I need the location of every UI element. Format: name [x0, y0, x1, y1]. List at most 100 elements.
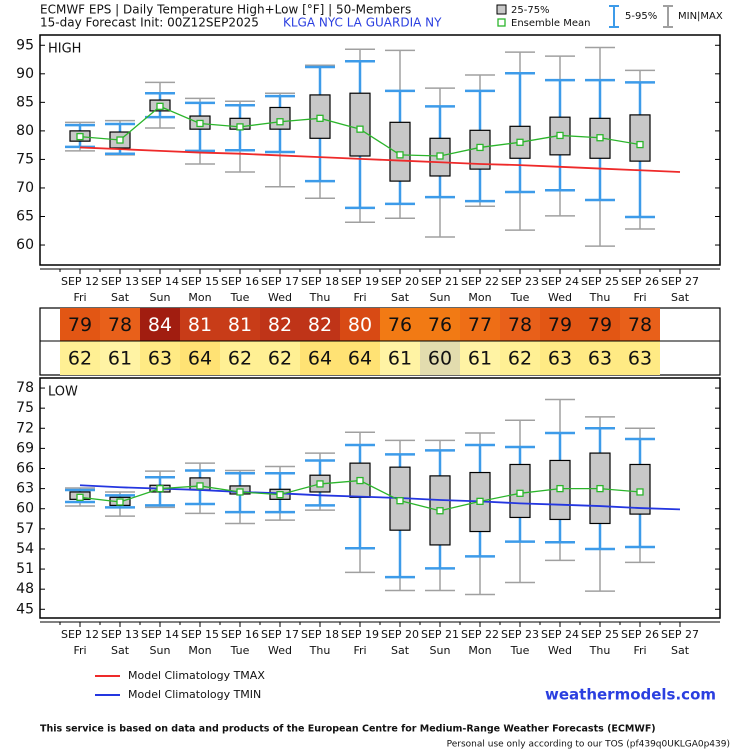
table-value: 62 — [268, 348, 292, 370]
x-weekday-label: Sun — [150, 291, 171, 304]
table-cell — [500, 308, 540, 341]
legend-label: 25-75% — [511, 5, 550, 16]
footer-note: This service is based on data and produc… — [40, 724, 656, 735]
table-value: 81 — [228, 314, 252, 336]
table-value: 63 — [548, 348, 572, 370]
x-weekday-label: Fri — [353, 291, 366, 304]
y-tick-label: 45 — [16, 601, 34, 617]
table-cell — [220, 341, 260, 375]
table-cell — [300, 341, 340, 375]
title: ECMWF EPS | Daily Temperature High+Low [… — [40, 3, 411, 17]
x-tick-label: SEP 12 — [61, 275, 99, 288]
table-cell — [60, 341, 100, 375]
mean-marker — [436, 507, 444, 515]
x-tick-label: SEP 13 — [101, 628, 139, 641]
table-cell — [180, 341, 220, 375]
x-weekday-label: Thu — [589, 291, 611, 304]
legend-label: 5-95% — [625, 11, 657, 22]
mean-marker — [436, 152, 444, 160]
y-tick-label: 57 — [16, 521, 34, 537]
y-tick-label: 85 — [16, 94, 34, 110]
table-value: 64 — [308, 348, 332, 370]
y-tick-label: 54 — [16, 541, 34, 557]
table-value: 63 — [148, 348, 172, 370]
table-cell — [60, 308, 100, 341]
x-tick-label: SEP 13 — [101, 275, 139, 288]
mean-marker — [236, 123, 244, 131]
station: KLGA NYC LA GUARDIA NY — [283, 16, 442, 30]
mean-marker — [156, 484, 164, 493]
x-tick-label: SEP 25 — [581, 628, 619, 641]
x-weekday-label: Wed — [548, 644, 572, 657]
footer-tos: Personal use only according to our TOS (… — [447, 740, 730, 750]
panel-label: HIGH — [48, 42, 81, 57]
table-value: 78 — [508, 314, 532, 336]
table-cell — [340, 341, 380, 375]
x-weekday-label: Fri — [633, 644, 646, 657]
x-weekday-label: Sat — [391, 644, 410, 657]
table-value: 81 — [188, 314, 212, 336]
mean-marker — [356, 476, 364, 485]
x-tick-label: SEP 15 — [181, 275, 219, 288]
mean-marker — [396, 497, 404, 505]
x-tick-label: SEP 25 — [581, 275, 619, 288]
mean-marker — [516, 489, 524, 497]
x-tick-label: SEP 22 — [461, 628, 499, 641]
x-weekday-label: Tue — [230, 644, 250, 657]
table-cell — [300, 308, 340, 341]
table-cell — [380, 341, 420, 375]
table-value: 84 — [148, 314, 172, 336]
table-cell — [540, 308, 580, 341]
table-value: 78 — [628, 314, 652, 336]
y-tick-label: 48 — [16, 581, 34, 597]
y-tick-label: 60 — [16, 501, 34, 517]
table-cell — [420, 341, 460, 375]
y-tick-label: 65 — [16, 208, 34, 224]
mean-marker — [196, 119, 204, 128]
x-weekday-label: Mon — [468, 291, 491, 304]
mean-marker — [156, 102, 164, 110]
x-weekday-label: Thu — [309, 644, 331, 657]
mean-marker — [476, 497, 484, 506]
x-tick-label: SEP 17 — [261, 628, 299, 641]
y-tick-label: 69 — [16, 440, 34, 456]
x-tick-label: SEP 16 — [221, 275, 259, 288]
x-tick-label: SEP 20 — [381, 628, 419, 641]
y-tick-label: 90 — [16, 66, 34, 82]
table-cell — [260, 308, 300, 341]
table-value: 63 — [588, 348, 612, 370]
x-tick-label: SEP 14 — [141, 628, 179, 641]
table-cell — [580, 308, 620, 341]
x-weekday-label: Wed — [548, 291, 572, 304]
table-value: 79 — [68, 314, 92, 336]
x-tick-label: SEP 20 — [381, 275, 419, 288]
box — [629, 114, 651, 162]
table-cell — [620, 308, 660, 341]
mean-marker — [116, 136, 124, 144]
legend-label: MIN|MAX — [678, 11, 723, 22]
x-weekday-label: Fri — [73, 291, 86, 304]
y-tick-label: 66 — [16, 461, 34, 477]
mean-marker — [316, 114, 324, 122]
table-cell — [100, 341, 140, 375]
table-cell — [380, 308, 420, 341]
mean-marker — [556, 131, 564, 140]
y-tick-label: 75 — [16, 400, 34, 416]
table-value: 78 — [108, 314, 132, 336]
legend-label: Model Climatology TMIN — [128, 688, 261, 701]
x-weekday-label: Tue — [510, 644, 530, 657]
mean-marker — [276, 490, 284, 499]
mean-marker — [636, 488, 644, 496]
y-tick-label: 70 — [16, 180, 34, 196]
mean-marker — [316, 480, 324, 488]
table-cell — [420, 308, 460, 341]
x-tick-label: SEP 26 — [621, 275, 659, 288]
table-cell — [460, 308, 500, 341]
table-cell — [460, 341, 500, 375]
table-cell — [140, 308, 180, 341]
y-tick-label: 72 — [16, 420, 34, 436]
x-tick-label: SEP 18 — [301, 275, 339, 288]
table-cell — [340, 308, 380, 341]
